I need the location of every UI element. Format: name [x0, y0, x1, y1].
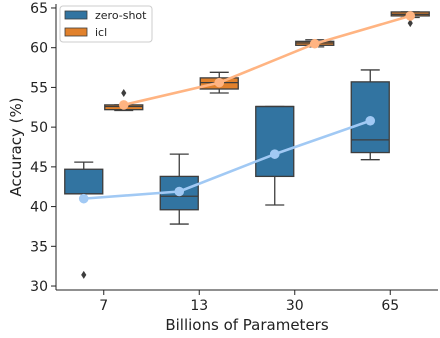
- legend-label-icl: icl: [95, 26, 107, 39]
- y-axis-title: Accuracy (%): [7, 97, 25, 196]
- x-ticks: 7 13 30 65: [99, 290, 399, 314]
- y-tick-label-35: 35: [30, 239, 48, 255]
- mean-point-icl-7: [118, 100, 129, 110]
- outlier-point: [121, 88, 127, 97]
- box-zero-shot-65: [350, 69, 390, 161]
- outlier-point: [407, 19, 413, 28]
- box-body: [64, 168, 104, 195]
- x-tick-label-65: 65: [381, 298, 399, 314]
- axes-layer: [55, 4, 438, 291]
- legend-label-zero-shot: zero-shot: [95, 9, 147, 22]
- mean-point-zero-shot-65: [365, 115, 376, 126]
- box-body: [255, 105, 295, 178]
- y-tick-label-30: 30: [30, 279, 48, 295]
- legend-swatch-zero-shot: [64, 10, 88, 20]
- x-axis-title: Billions of Parameters: [165, 316, 328, 334]
- x-tick-label-30: 30: [286, 298, 304, 314]
- y-ticks: 30 35 40 45 50 55 60 65: [30, 1, 56, 295]
- y-tick-label-60: 60: [30, 41, 48, 57]
- y-tick-label-40: 40: [30, 200, 48, 216]
- legend-swatch-icl: [64, 27, 88, 37]
- y-tick-label-45: 45: [30, 160, 48, 176]
- mean-point-zero-shot-30: [269, 149, 280, 159]
- mean-line-icl: [123, 14, 411, 107]
- x-tick-label-7: 7: [99, 298, 108, 314]
- outlier-point: [81, 270, 87, 279]
- y-tick-label-55: 55: [30, 80, 48, 96]
- y-tick-label-50: 50: [30, 120, 48, 136]
- mean-line-zero-shot: [83, 119, 371, 200]
- mean-lines-layer: [78, 11, 416, 204]
- mean-point-zero-shot-7: [78, 193, 89, 204]
- box-zero-shot-7: [64, 161, 104, 279]
- mean-point-icl-65: [405, 11, 416, 21]
- mean-point-zero-shot-13: [174, 186, 185, 197]
- x-tick-label-13: 13: [190, 298, 208, 314]
- boxes-layer: [64, 11, 430, 279]
- box-zero-shot-30: [255, 105, 295, 206]
- y-tick-label-65: 65: [30, 1, 48, 17]
- legend: zero-shot icl: [59, 5, 153, 43]
- mean-point-icl-13: [214, 77, 225, 88]
- mean-point-icl-30: [309, 38, 320, 49]
